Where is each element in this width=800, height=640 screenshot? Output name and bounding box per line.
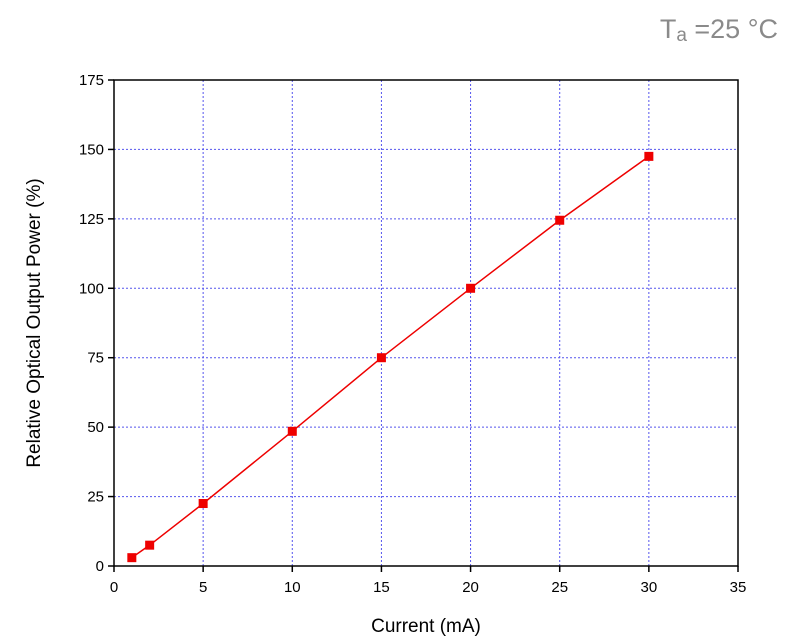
annotation: Ta =25 °C <box>660 14 778 46</box>
annotation-main: T <box>660 14 677 44</box>
marker <box>287 426 297 436</box>
y-axis-label: Relative Optical Output Power (%) <box>24 178 45 467</box>
plot-frame <box>113 79 739 567</box>
marker <box>145 540 155 550</box>
x-tick-label: 25 <box>551 579 568 596</box>
x-tick-label: 15 <box>373 579 390 596</box>
y-tick-label: 150 <box>79 141 104 158</box>
marker <box>555 215 565 225</box>
y-tick-label: 0 <box>96 558 104 575</box>
y-tick-label: 25 <box>87 489 104 506</box>
y-tick-label: 50 <box>87 419 104 436</box>
x-tick-label: 10 <box>284 579 301 596</box>
x-tick-label: 5 <box>199 579 207 596</box>
annotation-subscript: a <box>676 25 687 46</box>
x-tick-label: 20 <box>462 579 479 596</box>
series-line <box>131 155 650 559</box>
x-tick-label: 0 <box>110 579 118 596</box>
marker <box>376 353 386 363</box>
y-tick-label: 125 <box>79 211 104 228</box>
marker <box>198 499 208 509</box>
marker <box>466 283 476 293</box>
annotation-rest: =25 °C <box>687 14 778 44</box>
y-tick-label: 175 <box>79 72 104 89</box>
x-tick-label: 35 <box>730 579 747 596</box>
x-tick-label: 30 <box>641 579 658 596</box>
x-axis-label: Current (mA) <box>371 616 481 637</box>
marker <box>127 553 137 563</box>
y-tick-label: 100 <box>79 280 104 297</box>
y-tick-label: 75 <box>87 350 104 367</box>
marker <box>644 151 654 161</box>
